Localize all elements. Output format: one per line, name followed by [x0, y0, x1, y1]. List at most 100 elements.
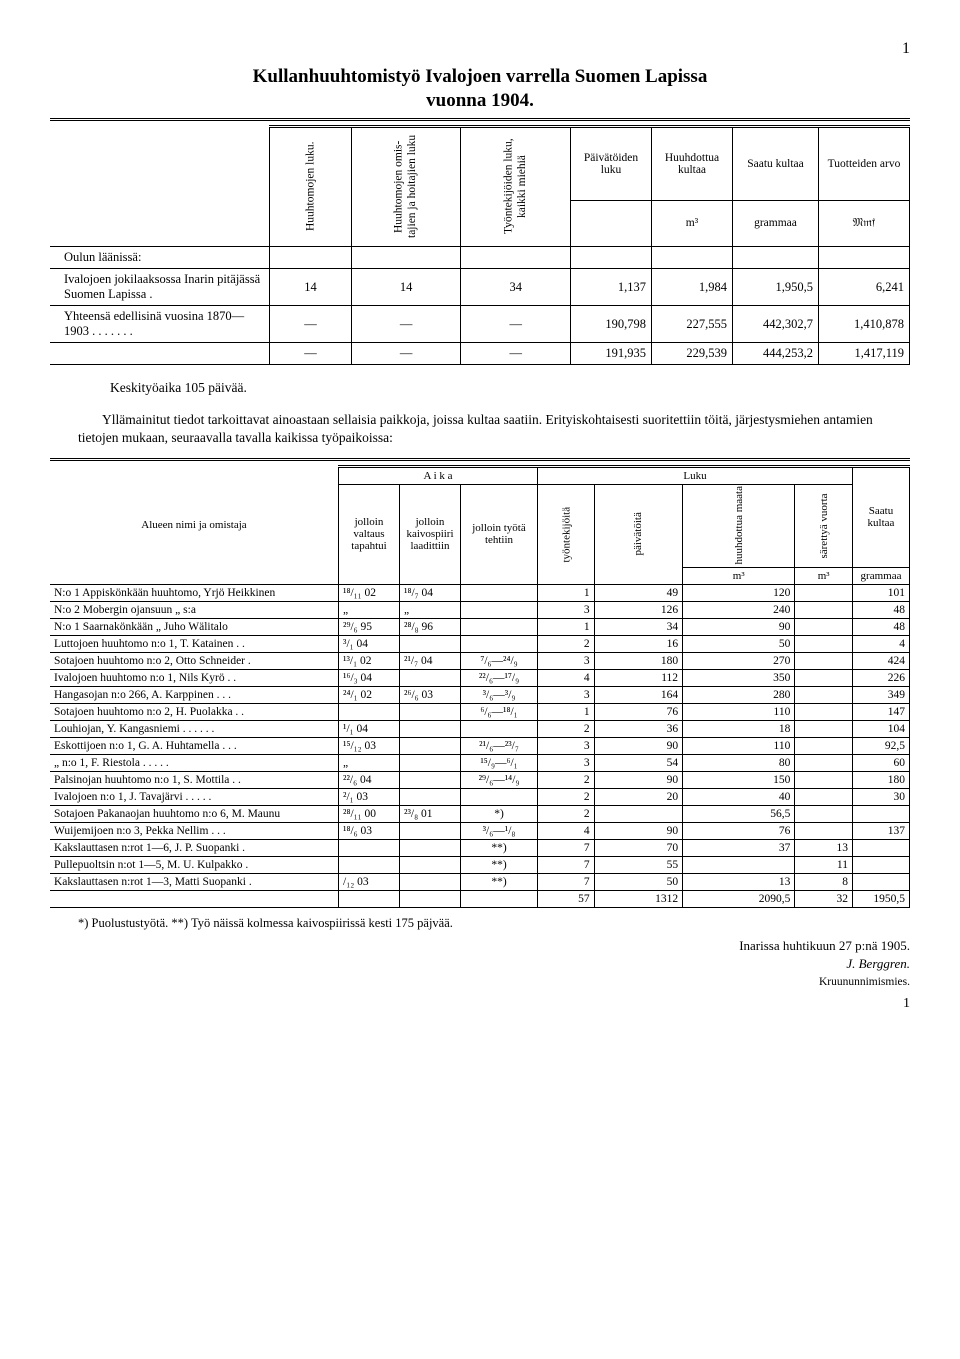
t2-cell: **)	[461, 840, 538, 857]
t2-cell: 13	[683, 874, 795, 891]
t2-cell: 424	[853, 653, 910, 670]
t1-head-omistajien: Huuhtomojen omis­tajien ja hoitajien luk…	[351, 127, 461, 247]
t2-head-luku: Luku	[538, 466, 853, 484]
closing-place-date: Inarissa huhtikuun 27 p:nä 1905.	[50, 937, 910, 955]
t1-cell: 14	[351, 269, 461, 306]
t2-total: 2090,5	[683, 891, 795, 908]
table-row: Kakslauttasen n:rot 1—6, J. P. Suopanki …	[50, 840, 910, 857]
table-row: Ivalojoen huuhtomo n:o 1, Nils Kyrö . .¹…	[50, 670, 910, 687]
t2-cell: ²¹/₇ 04	[400, 653, 461, 670]
t2-cell	[400, 789, 461, 806]
t2-cell: Hangasojan n:o 266, A. Karppinen . . .	[50, 687, 339, 704]
t2-total: 57	[538, 891, 595, 908]
t2-cell: Sotajoen huuhtomo n:o 2, H. Puolakka . .	[50, 704, 339, 721]
table-row: N:o 2 Mobergin ojansuun „ s:a„„312624048	[50, 602, 910, 619]
t2-cell	[461, 585, 538, 602]
t2-cell	[400, 721, 461, 738]
t2-cell: 104	[853, 721, 910, 738]
t1-cell: —	[351, 306, 461, 343]
t2-cell: Pullepuoltsin n:ot 1—5, M. U. Kulpakko .	[50, 857, 339, 874]
t1-section-label: Oulun läänissä:	[50, 247, 270, 269]
t2-cell: 164	[594, 687, 682, 704]
t2-cell	[795, 806, 853, 823]
t2-cell: Ivalojoen huuhtomo n:o 1, Nils Kyrö . .	[50, 670, 339, 687]
t2-cell: 110	[683, 738, 795, 755]
t2-cell: 180	[853, 772, 910, 789]
t1-cell: 14	[270, 269, 352, 306]
t2-cell: 280	[683, 687, 795, 704]
t2-head-aika: A i k a	[339, 466, 538, 484]
t2-cell: N:o 1 Saarnakönkään „ Juho Wälitalo	[50, 619, 339, 636]
t2-head-tyontekijoita: työntekijöitä	[538, 484, 595, 585]
t2-cell: „	[339, 602, 400, 619]
t2-cell: 4	[538, 670, 595, 687]
table2-top-rule	[50, 458, 910, 461]
t2-cell	[795, 602, 853, 619]
t2-cell: 40	[683, 789, 795, 806]
table-row: Pullepuoltsin n:ot 1—5, M. U. Kulpakko .…	[50, 857, 910, 874]
t2-cell: 3	[538, 755, 595, 772]
t2-head-tyota: jolloin työtä teh­tiin	[461, 484, 538, 585]
t2-cell	[795, 772, 853, 789]
t2-cell: 36	[594, 721, 682, 738]
t1-cell: —	[461, 306, 571, 343]
page-number-top: 1	[50, 40, 910, 58]
t2-cell: ²³/₈ 01	[400, 806, 461, 823]
t2-cell: ²⁸/₈ 96	[400, 619, 461, 636]
t2-cell: 2	[538, 772, 595, 789]
t1-cell: —	[461, 343, 571, 365]
table-row: Sotajoen huuhtomo n:o 2, Otto Schneider …	[50, 653, 910, 670]
t2-cell: 150	[683, 772, 795, 789]
main-title-line1: Kullanhuuhtomistyö Ivalojoen varrella Su…	[50, 66, 910, 88]
t2-cell: ²¹/₆—²³/₇	[461, 738, 538, 755]
t2-cell: 49	[594, 585, 682, 602]
t1-cell: 444,253,2	[733, 343, 819, 365]
t2-cell	[461, 619, 538, 636]
t2-cell: 226	[853, 670, 910, 687]
t2-head-kaivos: jolloin kaivos­piiri laadit­tiin	[400, 484, 461, 585]
t2-cell: 20	[594, 789, 682, 806]
t2-cell: Eskottijoen n:o 1, G. A. Huhtamella . . …	[50, 738, 339, 755]
page-number-bottom: 1	[50, 996, 910, 1012]
t2-cell	[400, 670, 461, 687]
t2-cell: 2	[538, 721, 595, 738]
t1-cell: 442,302,7	[733, 306, 819, 343]
t2-head-huuhdottua: huuhdottua maata	[683, 484, 795, 568]
t1-cell: —	[351, 343, 461, 365]
t2-cell: 110	[683, 704, 795, 721]
t2-cell: **)	[461, 857, 538, 874]
t1-head-huuhdottua: Huuhdot­tua kul­taa	[652, 127, 733, 201]
t1-row2-label	[50, 343, 270, 365]
t2-cell	[683, 857, 795, 874]
t2-cell: ³/₆—¹/₈	[461, 823, 538, 840]
t2-cell	[339, 840, 400, 857]
t2-cell: ²⁸/₁₁ 00	[339, 806, 400, 823]
table-row: Ivalojoen n:o 1, J. Tavajärvi . . . . .²…	[50, 789, 910, 806]
t2-cell	[795, 585, 853, 602]
t2-cell	[795, 687, 853, 704]
t2-cell: 120	[683, 585, 795, 602]
table-row: Sotajoen Pakanaojan huuhtomo n:o 6, M. M…	[50, 806, 910, 823]
t2-cell	[400, 857, 461, 874]
signature-title: Kruununnimismies.	[50, 974, 910, 990]
table-row: N:o 1 Saarnakönkään „ Juho Wälitalo²⁹/₆ …	[50, 619, 910, 636]
t2-cell: *)	[461, 806, 538, 823]
t2-cell: ²⁹/₆ 95	[339, 619, 400, 636]
t1-cell: 227,555	[652, 306, 733, 343]
t2-cell: Kakslauttasen n:rot 1—6, J. P. Suopanki …	[50, 840, 339, 857]
t2-cell: ¹⁸/₆ 03	[339, 823, 400, 840]
table-row: Sotajoen huuhtomo n:o 2, H. Puolakka . .…	[50, 704, 910, 721]
t2-cell	[795, 670, 853, 687]
t2-cell	[594, 806, 682, 823]
t1-cell: 1,410,878	[819, 306, 910, 343]
t1-row0-label: Ivalojoen jokilaaksossa Inarin pitäjässä…	[50, 269, 270, 306]
t2-cell: /₁₂ 03	[339, 874, 400, 891]
t2-cell: ¹/₁ 04	[339, 721, 400, 738]
t1-cell: 1,984	[652, 269, 733, 306]
t2-cell: 90	[594, 772, 682, 789]
t2-cell: ¹⁵/₉—⁶/₁	[461, 755, 538, 772]
t1-cell: —	[270, 343, 352, 365]
t2-cell	[795, 653, 853, 670]
t2-cell: ²²/₆ 04	[339, 772, 400, 789]
t2-total: 1312	[594, 891, 682, 908]
